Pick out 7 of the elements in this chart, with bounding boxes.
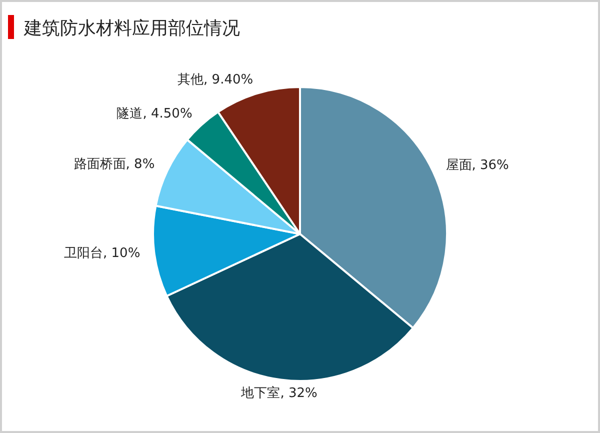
slice-label: 卫阳台, 10% [64,246,140,261]
slice-label: 屋面, 36% [446,158,509,173]
slice-label: 路面桥面, 8% [74,157,155,172]
slice-label: 地下室, 32% [240,385,318,402]
slice-label: 隧道, 4.50% [116,106,192,122]
slice-label: 其他, 9.40% [178,72,254,88]
chart-title: 建筑防水材料应用部位情况 [24,17,240,40]
